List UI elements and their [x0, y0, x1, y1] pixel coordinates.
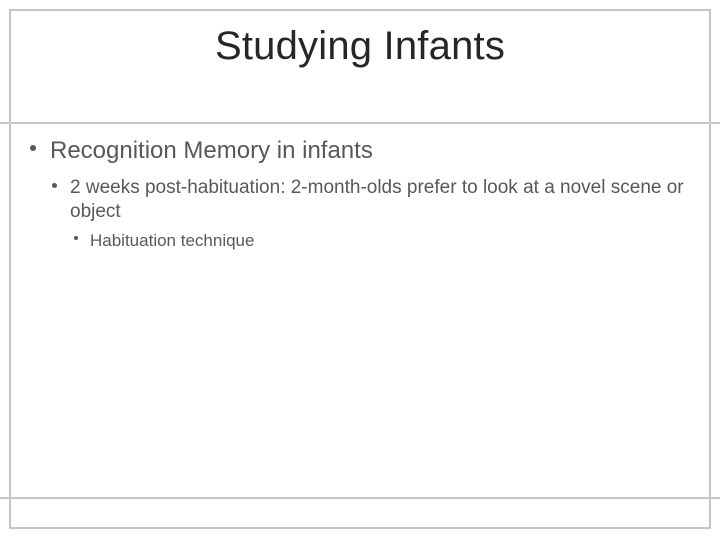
rule-top — [0, 122, 720, 124]
bullet-level-1: Recognition Memory in infants — [28, 136, 692, 166]
content-region: Recognition Memory in infants 2 weeks po… — [28, 136, 692, 251]
outer-border — [9, 9, 711, 529]
bullet-icon — [74, 236, 78, 240]
bullet-level-2: 2 weeks post-habituation: 2-month-olds p… — [50, 176, 692, 224]
bullet-icon — [30, 145, 36, 151]
bullet-level-1-text: Recognition Memory in infants — [50, 137, 373, 164]
slide: Studying Infants Recognition Memory in i… — [0, 0, 720, 540]
slide-title: Studying Infants — [0, 24, 720, 69]
bullet-level-2-text: 2 weeks post-habituation: 2-month-olds p… — [70, 177, 684, 222]
title-region: Studying Infants — [0, 24, 720, 69]
bullet-icon — [52, 183, 57, 188]
rule-bottom — [0, 497, 720, 499]
bullet-level-3: Habituation technique — [72, 230, 692, 251]
bullet-level-3-text: Habituation technique — [90, 231, 254, 250]
